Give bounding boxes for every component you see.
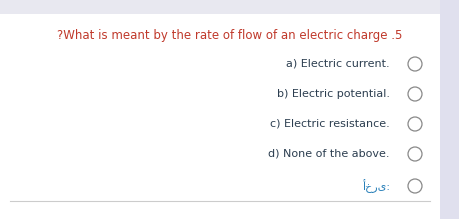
Text: b) Electric potential.: b) Electric potential. [276,89,389,99]
Text: a) Electric current.: a) Electric current. [286,59,389,69]
Text: d) None of the above.: d) None of the above. [268,149,389,159]
Bar [439,0,459,219]
Text: أخرى:: أخرى: [361,179,389,193]
Bar [0,0,459,14]
Text: ?What is meant by the rate of flow of an electric charge .5: ?What is meant by the rate of flow of an… [57,29,402,42]
Text: c) Electric resistance.: c) Electric resistance. [270,119,389,129]
